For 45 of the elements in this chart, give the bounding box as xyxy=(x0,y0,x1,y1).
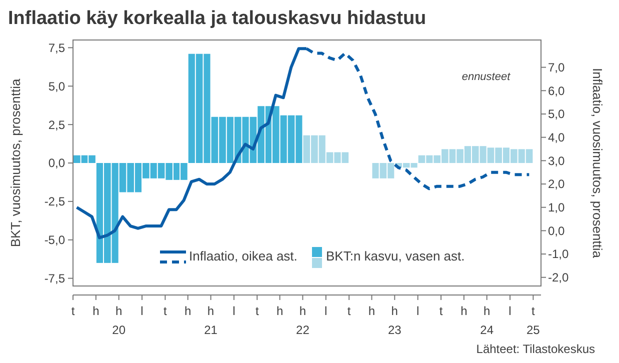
y-tick-label: -5,0 xyxy=(44,233,66,248)
x-tick-label: h 22 xyxy=(296,304,310,337)
x-tick-label: h xyxy=(276,304,284,318)
x-tick-label: t xyxy=(347,304,352,318)
y-tick-label: 2,5 xyxy=(48,118,66,132)
y2-tick-label: 7,0 xyxy=(548,60,566,75)
chart-title: Inflaatio käy korkealla ja talouskasvu hidastuu xyxy=(8,8,426,29)
annotation: ennusteet xyxy=(462,71,512,83)
y-axis-title: BKT, vuosimuutos, prosenttia xyxy=(8,78,23,248)
x-tick-label: h 24 xyxy=(480,304,494,337)
x-tick-label: h xyxy=(92,304,100,318)
y2-tick-label: 0,0 xyxy=(548,224,566,238)
x-tick-label: t xyxy=(439,304,444,318)
legend-label: Inflaatio, oikea ast. xyxy=(189,248,298,264)
x-tick-label: h xyxy=(368,304,376,318)
y-tick-label: -2,5 xyxy=(44,194,66,209)
x-tick-label: l xyxy=(508,304,512,318)
x-tick-label: t xyxy=(164,304,168,318)
legend-label: BKT:n kasvu, vasen ast. xyxy=(326,248,465,264)
y-tick-label: -7,5 xyxy=(44,272,66,286)
y2-tick-label: 1,0 xyxy=(548,200,566,215)
y2-tick-label: 4,0 xyxy=(548,130,566,145)
x-tick-label: h 21 xyxy=(204,304,218,337)
text: Lähteet: Tilastokeskus xyxy=(476,342,595,356)
y2-tick-label: 2,0 xyxy=(548,177,566,192)
x-tick-label: t xyxy=(255,304,260,318)
y-tick-label: 7,5 xyxy=(48,40,66,55)
y2-tick-label: 3,0 xyxy=(548,154,566,168)
x-tick-label: l xyxy=(140,304,144,318)
x-tick-label: h 20 xyxy=(112,304,126,337)
x-tick-label: t xyxy=(71,304,76,318)
x-tick-label: h 23 xyxy=(388,304,402,337)
y-tick-label: 0,0 xyxy=(48,156,66,170)
x-tick-label: l xyxy=(324,304,328,318)
x-tick-label: l xyxy=(416,304,420,318)
y2-tick-label: 6,0 xyxy=(548,84,566,98)
y2-tick-label: -2,0 xyxy=(548,270,570,285)
y2-tick-label: -1,0 xyxy=(548,247,570,262)
x-tick-label: t 25 xyxy=(526,304,540,337)
x-tick-label: l xyxy=(232,304,236,318)
y2-axis-title: Inflaatio, vuosimuutos, prosenttia xyxy=(590,68,605,259)
x-tick-label: h xyxy=(184,304,192,318)
y-tick-label: 5,0 xyxy=(48,79,66,94)
y2-tick-label: 5,0 xyxy=(548,107,566,122)
x-tick-label: h xyxy=(460,304,468,318)
